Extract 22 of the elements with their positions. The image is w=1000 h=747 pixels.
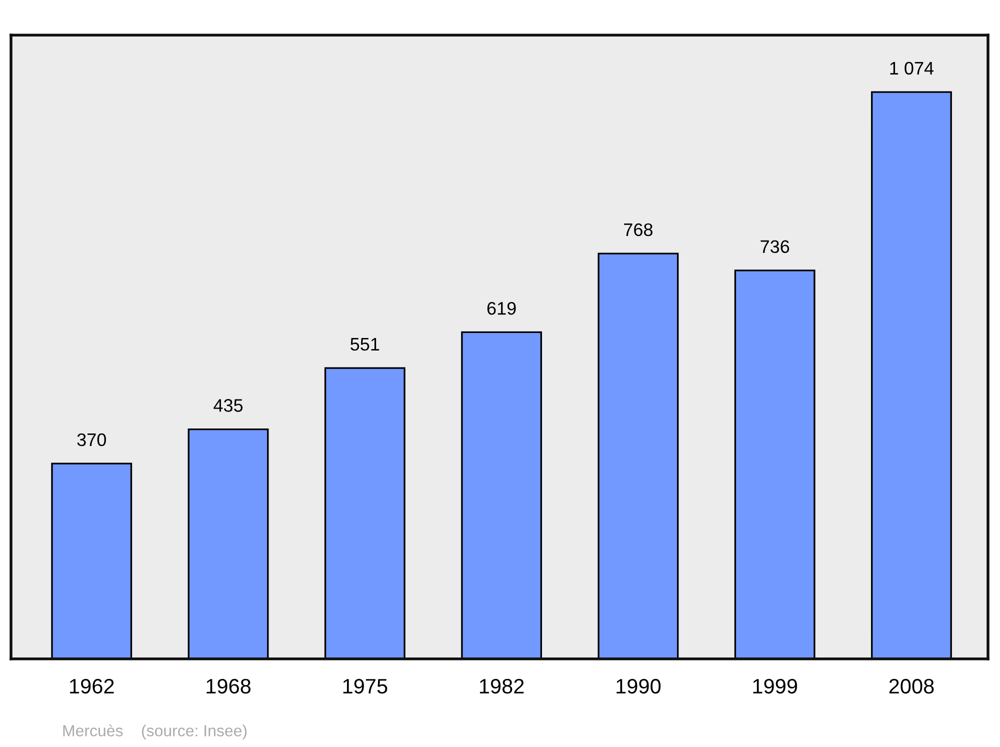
bar bbox=[734, 270, 816, 659]
bar bbox=[51, 462, 132, 659]
data-label: 1 074 bbox=[890, 62, 934, 75]
bar bbox=[871, 91, 952, 659]
bar bbox=[598, 252, 679, 659]
x-tick-label: 1975 bbox=[343, 678, 388, 694]
data-label: 768 bbox=[624, 223, 652, 236]
x-tick-label: 1999 bbox=[753, 678, 798, 694]
x-tick-label: 1982 bbox=[480, 678, 524, 694]
data-label: 435 bbox=[214, 399, 243, 412]
bar bbox=[188, 428, 269, 659]
x-tick-label: 1990 bbox=[616, 678, 661, 694]
x-tick-label: 1962 bbox=[70, 678, 114, 694]
data-label: 551 bbox=[350, 338, 380, 351]
bar bbox=[324, 367, 406, 659]
bar bbox=[461, 331, 542, 659]
data-label: 370 bbox=[77, 433, 106, 446]
x-tick-label: 1968 bbox=[206, 678, 251, 694]
data-label: 619 bbox=[487, 302, 516, 315]
data-label: 736 bbox=[760, 240, 790, 254]
x-tick-label: 2008 bbox=[889, 678, 934, 694]
text: Mercuès (source: Insee) bbox=[63, 724, 247, 740]
